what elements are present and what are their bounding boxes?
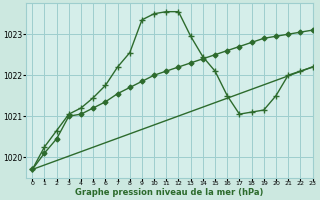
X-axis label: Graphe pression niveau de la mer (hPa): Graphe pression niveau de la mer (hPa): [75, 188, 264, 197]
